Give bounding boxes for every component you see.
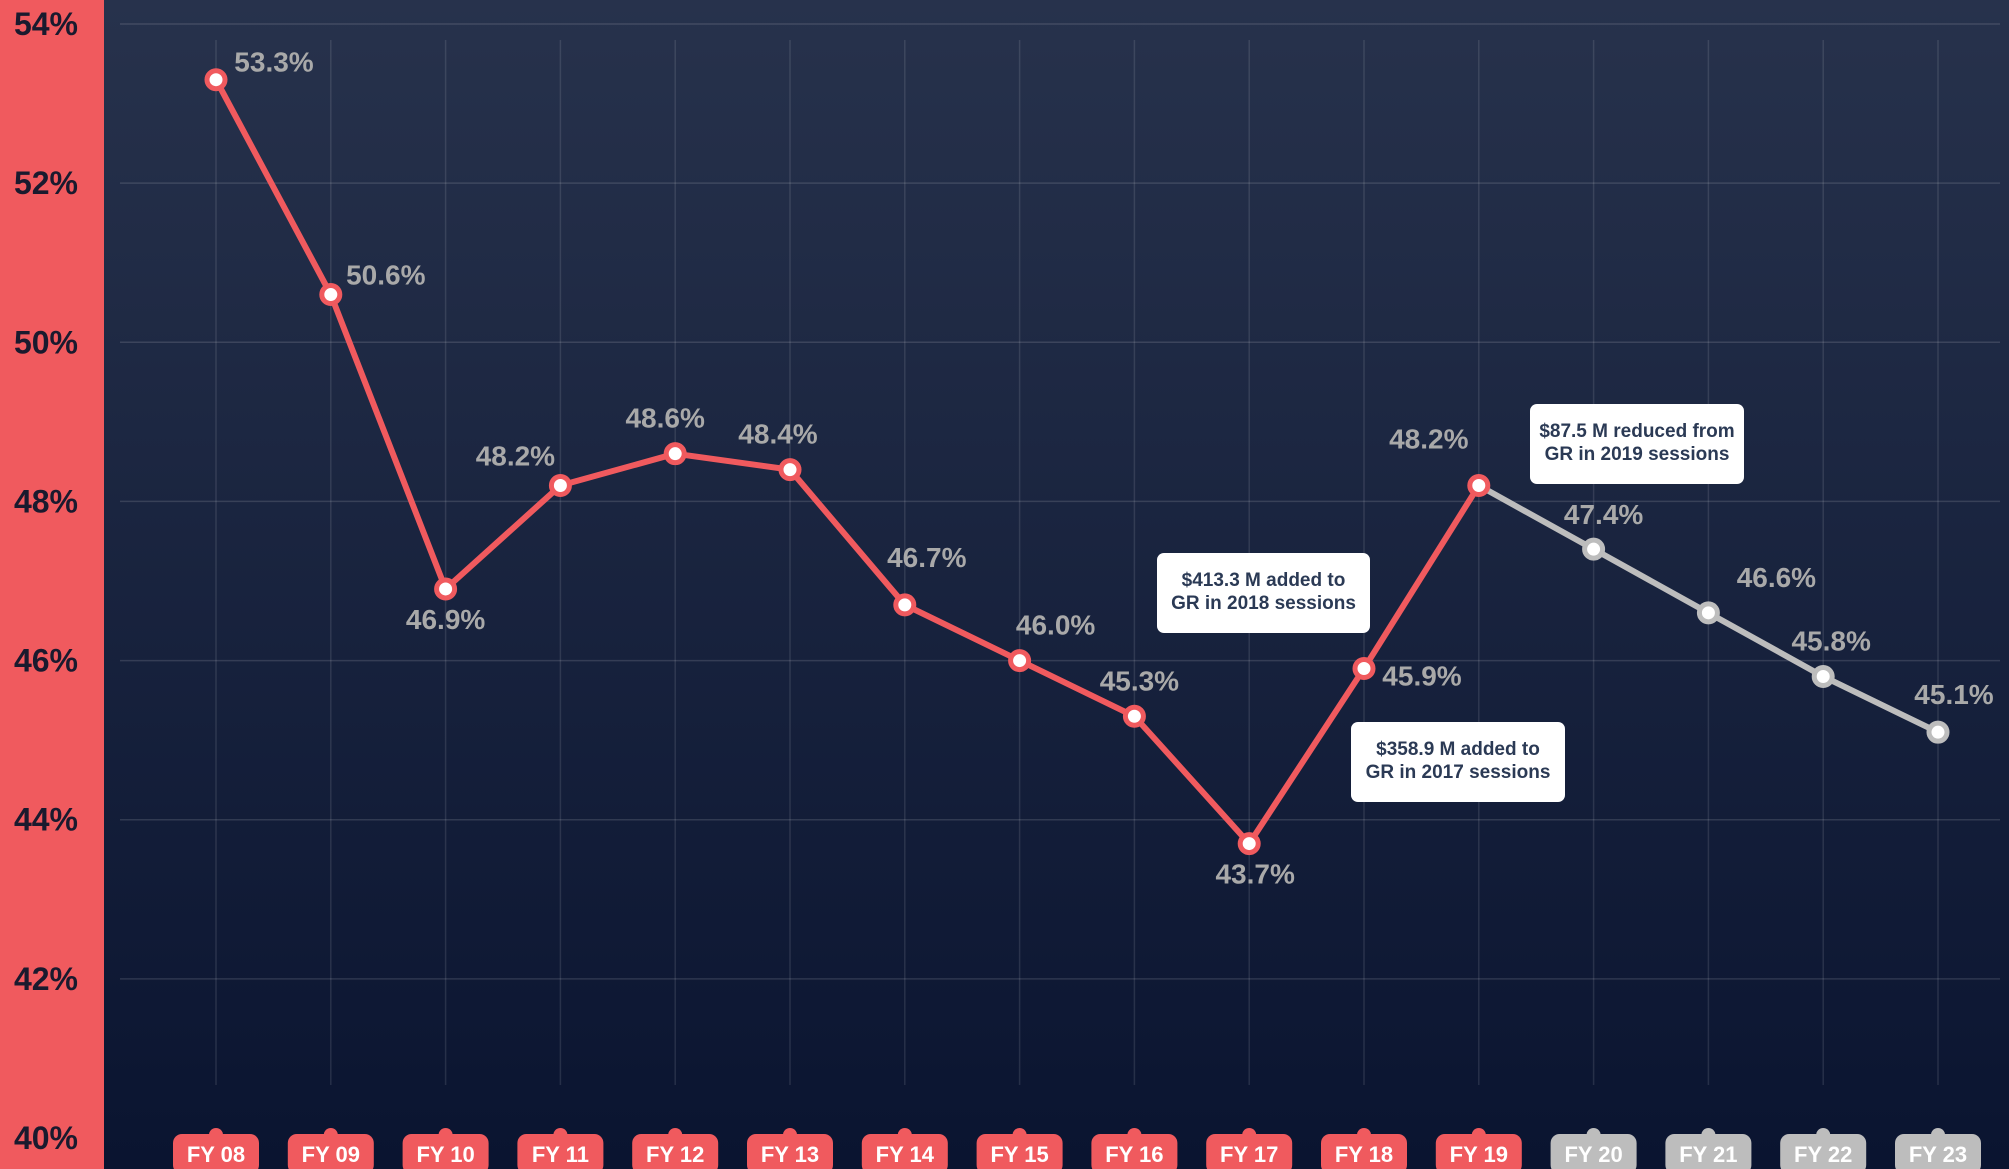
data-point <box>434 577 458 601</box>
data-label: 45.1% <box>1914 679 1993 710</box>
y-axis-panel <box>0 0 104 1169</box>
data-label: 43.7% <box>1215 859 1294 890</box>
x-tick-label: FY 22 <box>1794 1142 1852 1167</box>
x-tick-label: FY 14 <box>876 1142 935 1167</box>
x-tick-pill <box>632 1134 719 1169</box>
x-tick-label: FY 20 <box>1564 1142 1622 1167</box>
y-tick-label: 44% <box>14 802 78 838</box>
x-tick-pill <box>1895 1134 1981 1169</box>
y-axis: 40% 42% 44% 46% 48% 50% 52% 54% <box>14 6 78 1156</box>
data-label: 45.8% <box>1791 625 1870 656</box>
data-label: 48.4% <box>738 419 817 450</box>
data-label: 48.2% <box>1389 424 1468 455</box>
x-tick-pill <box>1665 1134 1752 1169</box>
data-point <box>893 593 917 617</box>
data-point <box>1352 657 1376 681</box>
annotation-box <box>1157 553 1370 633</box>
x-tick-label: FY 21 <box>1679 1142 1737 1167</box>
x-tick-pill <box>976 1134 1063 1169</box>
data-label: 45.9% <box>1382 661 1461 692</box>
data-point <box>1467 474 1491 498</box>
data-label: 45.3% <box>1100 665 1179 696</box>
annotation-text: GR in 2018 sessions <box>1171 593 1356 614</box>
series-line-1 <box>213 76 1482 847</box>
data-point <box>778 458 802 482</box>
x-tick-label: FY 13 <box>761 1142 819 1167</box>
annotation-text: $87.5 M reduced from <box>1539 421 1734 442</box>
data-label: 53.3% <box>234 47 313 78</box>
x-axis: FY 08 FY 09 FY 10 FY 11 FY 12 FY 13 FY 14 FY 15… <box>173 1128 1981 1169</box>
x-tick-label: FY 17 <box>1220 1142 1278 1167</box>
x-tick-label: FY 08 <box>187 1142 245 1167</box>
data-label: 46.6% <box>1737 562 1816 593</box>
x-tick-label: FY 11 <box>532 1142 589 1167</box>
data-label: 46.9% <box>406 604 485 635</box>
data-label: 46.7% <box>887 542 966 573</box>
x-tick-label: FY 09 <box>302 1142 360 1167</box>
y-tick-label: 42% <box>14 961 78 997</box>
x-tick-label: FY 18 <box>1335 1142 1393 1167</box>
annotation-box <box>1351 722 1565 802</box>
data-point <box>1696 601 1720 625</box>
data-point <box>1122 704 1146 728</box>
annotation-box <box>1530 404 1744 484</box>
data-labels: 53.3% 50.6% 46.9% 48.2% 48.6% 48.4% 46.7% 46.0%… <box>234 47 1993 890</box>
data-point <box>548 474 572 498</box>
x-tick-pill <box>517 1134 604 1169</box>
annotation-text: $358.9 M added to <box>1376 739 1540 760</box>
x-tick-label: FY 10 <box>416 1142 474 1167</box>
data-point <box>1811 664 1835 688</box>
annotation-text: $413.3 M added to <box>1182 570 1346 591</box>
data-label: 46.0% <box>1016 610 1095 641</box>
data-point <box>1237 832 1261 856</box>
data-point <box>1008 649 1032 673</box>
y-tick-label: 54% <box>14 6 78 42</box>
x-tick-pill <box>1321 1134 1407 1169</box>
x-tick-pill <box>861 1134 948 1169</box>
annotation-text: GR in 2019 sessions <box>1545 444 1730 465</box>
data-point <box>1582 537 1606 561</box>
x-tick-label: FY 15 <box>990 1142 1048 1167</box>
grid <box>120 21 2000 1085</box>
x-tick-pill <box>1091 1134 1178 1169</box>
annotation-text: GR in 2017 sessions <box>1366 762 1551 783</box>
data-label: 48.6% <box>625 403 704 434</box>
data-label: 47.4% <box>1564 499 1643 530</box>
data-label: 48.2% <box>476 441 555 472</box>
data-points <box>204 68 1950 856</box>
x-tick-label: FY 16 <box>1105 1142 1163 1167</box>
x-tick-pill <box>287 1134 374 1169</box>
y-tick-label: 40% <box>14 1120 78 1156</box>
x-tick-label: FY 23 <box>1909 1142 1967 1167</box>
x-tick-pill <box>1780 1134 1867 1169</box>
data-point <box>204 68 228 92</box>
x-tick-pill <box>1206 1134 1293 1169</box>
y-tick-label: 46% <box>14 643 78 679</box>
x-tick-pill <box>173 1134 259 1169</box>
data-point <box>1926 720 1950 744</box>
x-tick-label: FY 19 <box>1450 1142 1508 1167</box>
x-tick-pill <box>402 1134 489 1169</box>
x-tick-pill <box>1550 1134 1637 1169</box>
x-tick-pill <box>747 1134 833 1169</box>
y-tick-label: 48% <box>14 483 78 519</box>
data-point <box>663 442 687 466</box>
y-tick-label: 52% <box>14 165 78 201</box>
data-point <box>319 283 343 307</box>
data-label: 50.6% <box>346 260 425 291</box>
x-tick-pill <box>1435 1134 1522 1169</box>
x-tick-label: FY 12 <box>646 1142 704 1167</box>
y-tick-label: 50% <box>14 324 78 360</box>
